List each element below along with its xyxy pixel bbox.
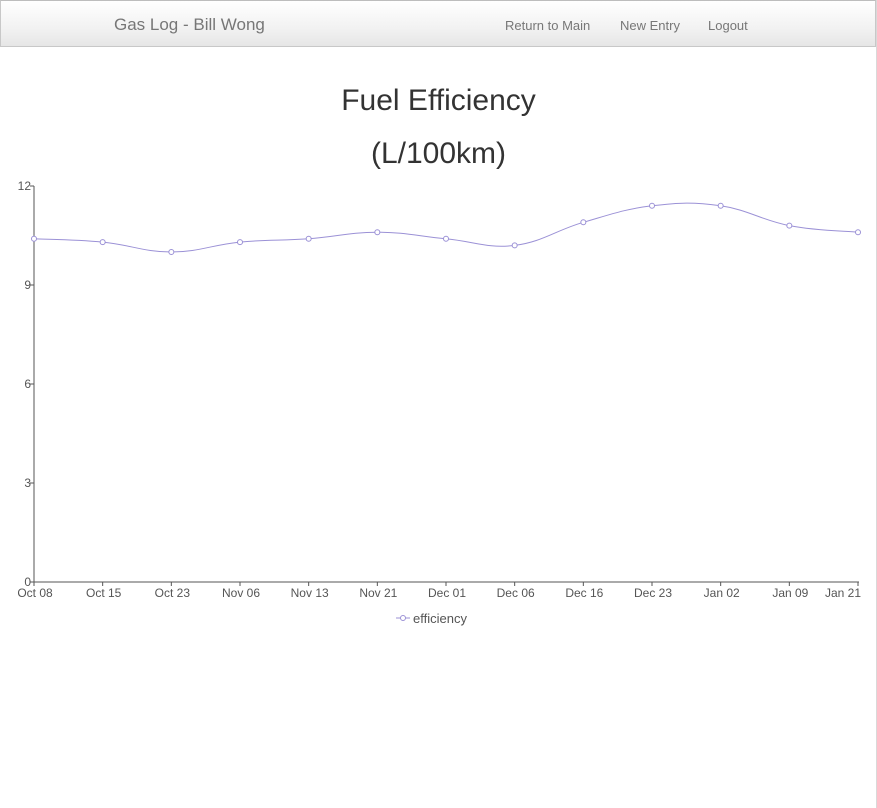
legend-marker-icon: [396, 615, 410, 621]
chart-legend[interactable]: efficiency: [396, 610, 467, 626]
y-tick-label-9: 9: [24, 278, 31, 292]
chart-subtitle: (L/100km): [370, 137, 507, 170]
data-point-8: [580, 219, 587, 226]
data-point-2: [168, 249, 175, 255]
x-tick-label-3: Nov 06: [222, 586, 260, 600]
data-point-3: [237, 239, 243, 246]
x-tick-label-7: Dec 06: [497, 586, 535, 600]
series-line-efficiency: [33, 202, 859, 253]
return-to-main-link[interactable]: Return to Main: [505, 18, 591, 33]
x-tick-label-6: Dec 01: [428, 586, 466, 600]
x-tick-label-0: Oct 08: [17, 586, 53, 600]
navbar: Gas Log - Bill Wong Return to Main New E…: [0, 0, 876, 47]
x-tick-label-10: Jan 02: [704, 586, 740, 600]
x-tick-label-8: Dec 16: [565, 586, 603, 600]
data-point-5: [374, 229, 381, 236]
data-point-7: [511, 242, 518, 249]
data-point-6: [443, 235, 449, 242]
data-point-12: [855, 229, 861, 236]
y-tick-label-12: 12: [18, 179, 32, 193]
legend-label: efficiency: [413, 610, 467, 626]
data-point-0: [31, 235, 37, 242]
x-tick-label-1: Oct 15: [86, 586, 122, 600]
y-tick-label-3: 3: [24, 476, 31, 490]
x-tick-label-9: Dec 23: [634, 586, 672, 600]
y-tick-label-6: 6: [24, 377, 31, 391]
logout-link[interactable]: Logout: [708, 18, 748, 33]
chart-title: Fuel Efficiency: [341, 84, 536, 117]
new-entry-link[interactable]: New Entry: [620, 18, 680, 33]
x-tick-label-11: Jan 09: [772, 586, 808, 600]
data-point-4: [305, 235, 312, 242]
x-tick-label-5: Nov 21: [359, 586, 397, 600]
data-point-9: [649, 202, 655, 209]
data-point-1: [99, 239, 106, 246]
x-tick-label-4: Nov 13: [291, 586, 329, 600]
x-tick-label-12: Jan 21: [825, 586, 861, 600]
brand-link[interactable]: Gas Log - Bill Wong: [114, 15, 265, 34]
x-tick-label-2: Oct 23: [155, 586, 191, 600]
data-point-11: [786, 222, 793, 229]
y-tick-label-0: 0: [24, 575, 31, 589]
data-point-10: [717, 202, 724, 209]
